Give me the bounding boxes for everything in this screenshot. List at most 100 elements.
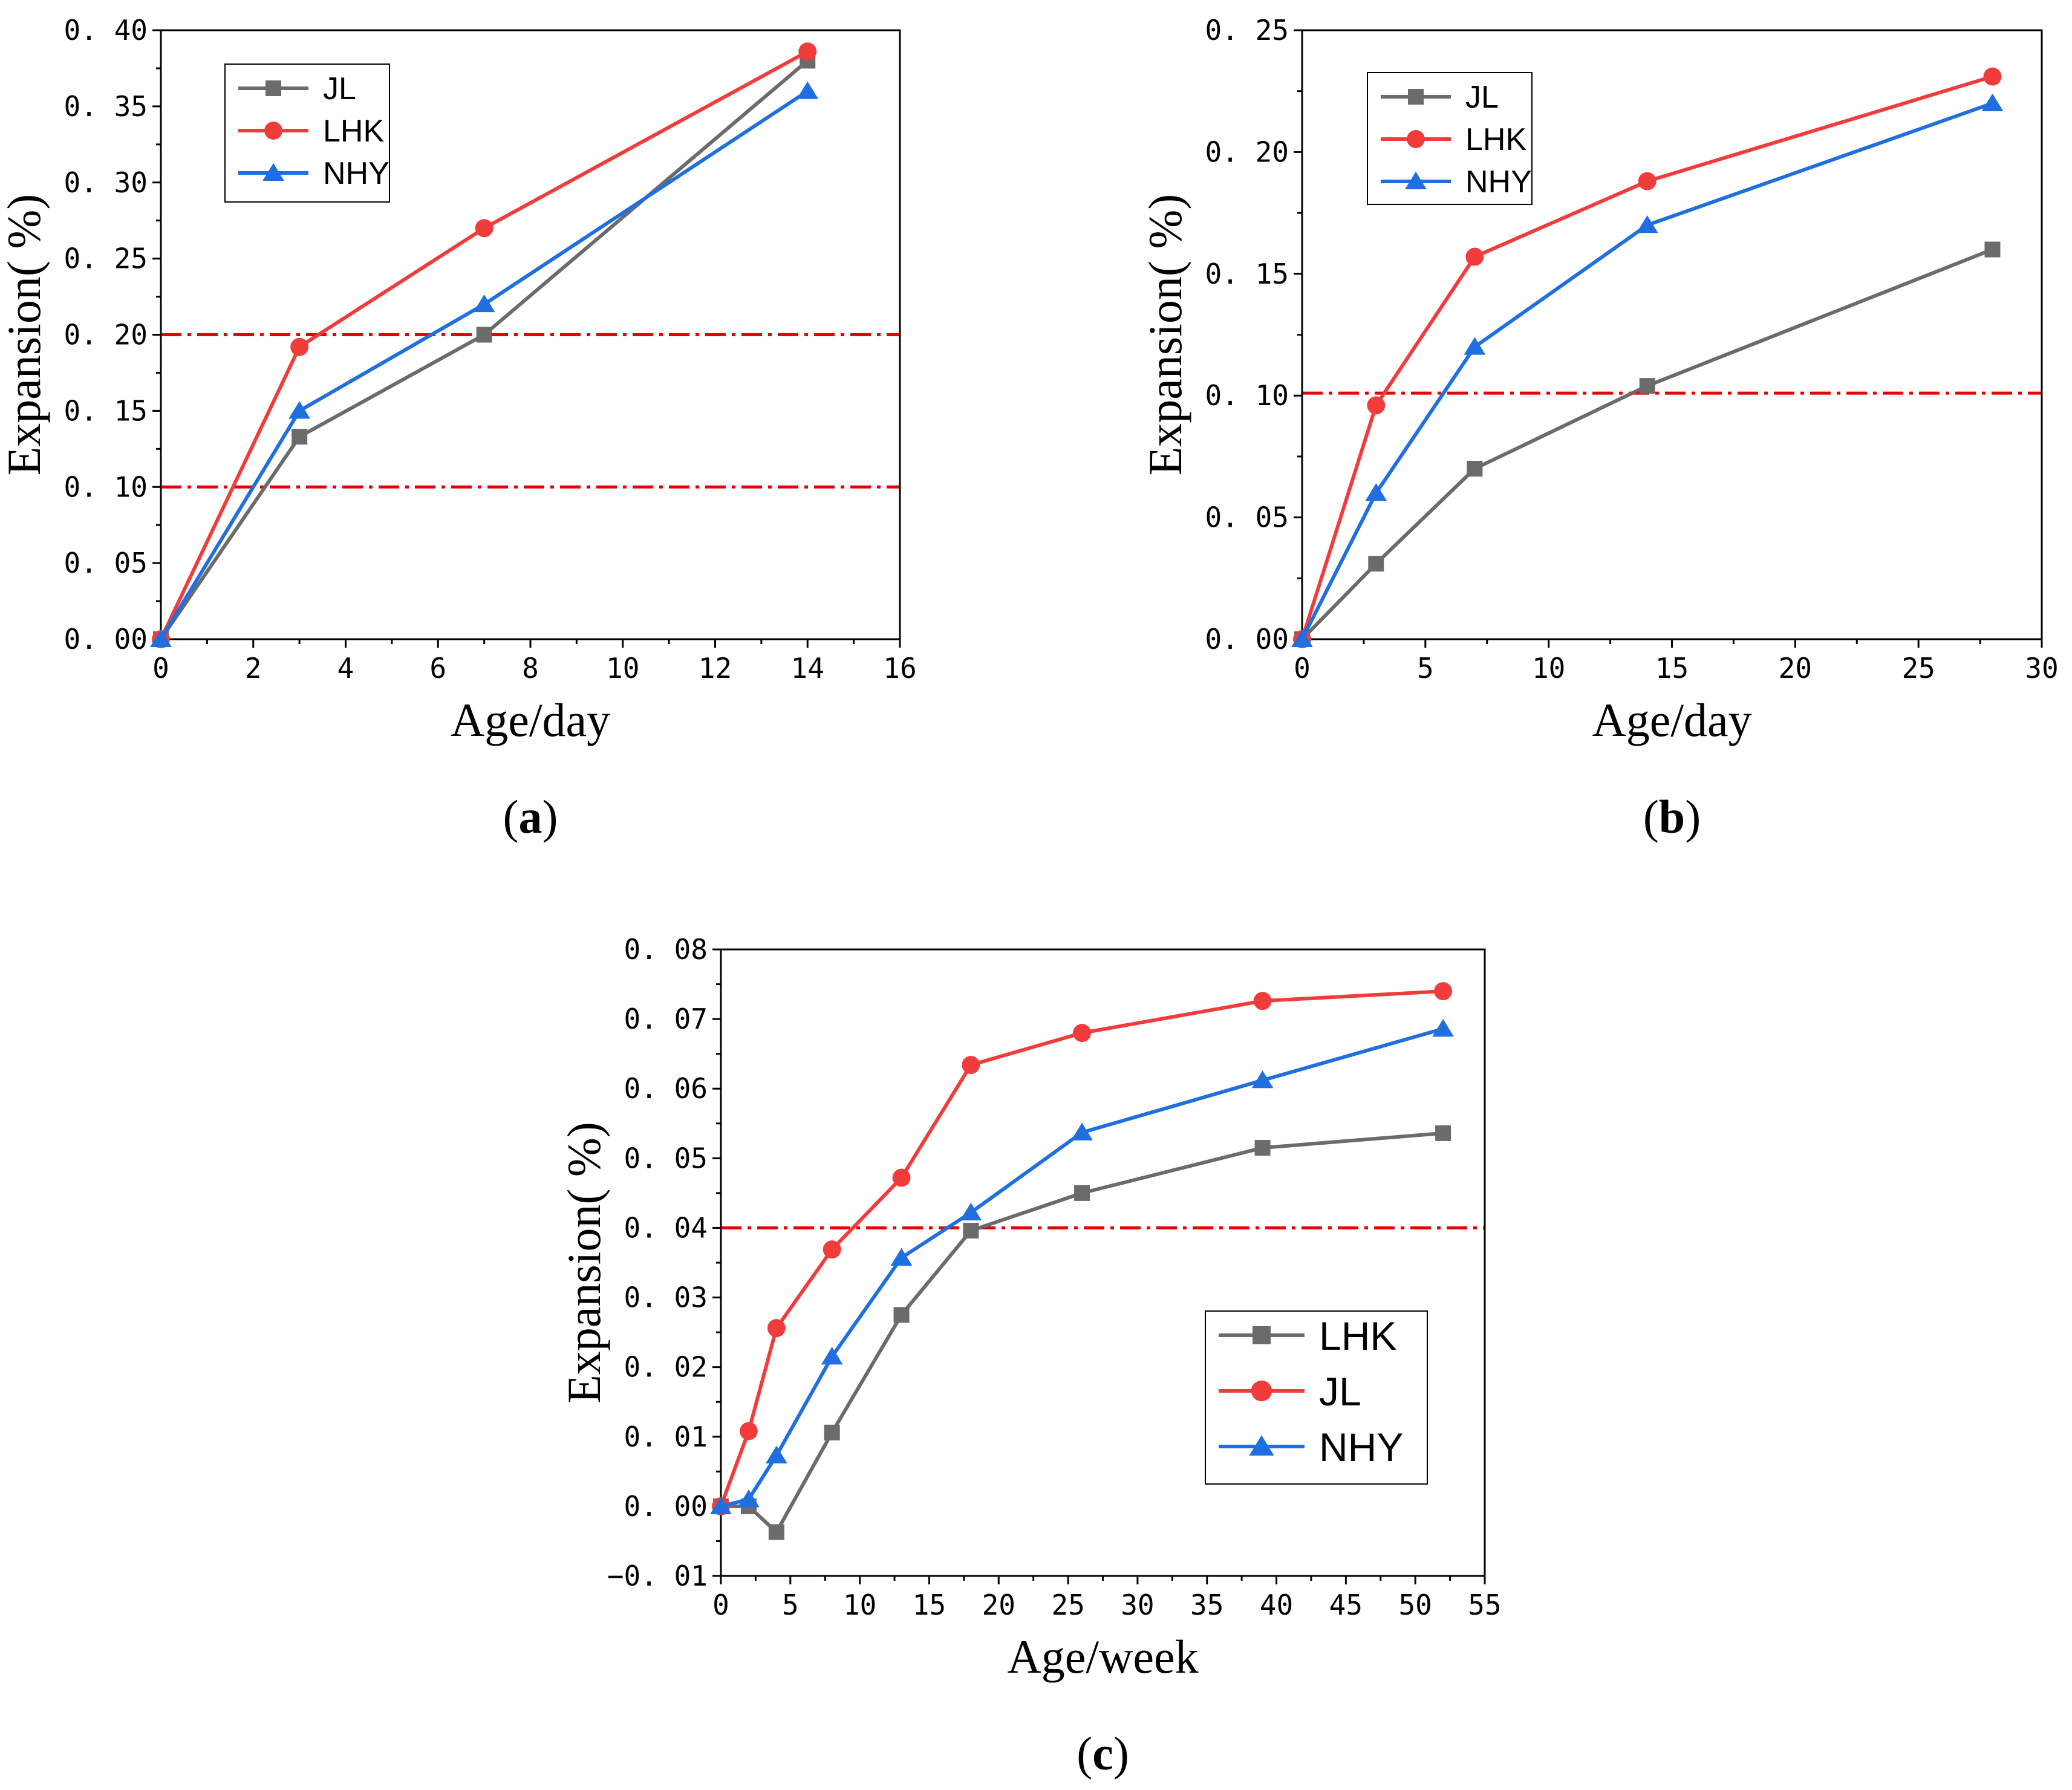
y-tick-label: 0. 06 [624, 1072, 708, 1105]
y-tick-label: 0. 35 [64, 90, 148, 123]
legend-marker [1253, 1326, 1271, 1344]
x-tick-label: 0 [1294, 652, 1311, 685]
y-tick-label: 0. 08 [624, 933, 708, 966]
data-point-lhk [1465, 247, 1484, 266]
y-tick-label: 0. 30 [64, 166, 148, 199]
data-point-nhy [710, 1496, 732, 1514]
y-tick-label: 0. 25 [1205, 14, 1289, 47]
legend-marker [1251, 1380, 1272, 1402]
data-point-nhy [1464, 337, 1486, 355]
data-point-jl [892, 1168, 911, 1187]
y-tick-label: 0. 05 [64, 547, 148, 579]
data-point-nhy [473, 294, 495, 313]
x-tick-label: 5 [782, 1589, 799, 1621]
data-point-nhy [821, 1347, 843, 1365]
data-point-lhk [824, 1424, 840, 1440]
caption-open: ( [1643, 790, 1659, 843]
chart-c: 0 5 10 15 20 25 30 35 40 45 50 55 −0. 01 0. 00 0. 01 0.… [558, 933, 1502, 1780]
data-point-lhk [893, 1307, 910, 1323]
data-point-lhk [1435, 1125, 1451, 1141]
y-tick-label: 0. 15 [64, 394, 148, 427]
y-tick-label: 0. 05 [624, 1142, 708, 1174]
data-point-nhy [288, 401, 310, 419]
y-axis-title: Expansion( %) [0, 194, 50, 476]
x-tick-label: 35 [1190, 1589, 1223, 1621]
data-point-lhk [1983, 67, 2002, 86]
data-point-lhk [963, 1223, 979, 1239]
legend-label: NHY [1465, 164, 1532, 200]
chart-b: 0 5 10 15 20 25 30 0. 00 0. 05 0. 10 0. 15 0. 20 0. … [1139, 14, 2059, 843]
data-point-nhy [150, 629, 172, 647]
y-tick-label: 0. 02 [624, 1351, 708, 1384]
data-point-nhy [1365, 483, 1387, 501]
x-tick-label: 10 [606, 652, 639, 685]
caption-letter: a [519, 790, 542, 843]
x-tick-label: 20 [1779, 652, 1812, 685]
caption-open: ( [503, 790, 519, 843]
y-axis-title: Expansion( %) [1139, 194, 1191, 476]
legend-label: LHK [323, 114, 384, 149]
panel-caption: (c) [1077, 1727, 1129, 1780]
legend-box [1205, 1310, 1428, 1485]
x-tick-label: 14 [791, 652, 824, 685]
data-point-jl [1368, 556, 1384, 572]
x-tick-label: 45 [1329, 1589, 1363, 1621]
x-tick-label: 0 [712, 1589, 729, 1621]
legend-label: NHY [323, 156, 389, 191]
caption-open: ( [1077, 1727, 1092, 1780]
y-tick-label: 0. 10 [64, 470, 148, 503]
data-point-jl [1984, 241, 2001, 258]
legend-marker [264, 122, 282, 140]
data-point-nhy [1636, 215, 1658, 233]
panel-caption: (b) [1643, 790, 1701, 843]
caption-letter: c [1092, 1727, 1113, 1780]
data-point-jl [767, 1319, 786, 1338]
data-point-lhk [1638, 172, 1657, 190]
x-tick-label: 55 [1468, 1589, 1501, 1621]
x-tick-label: 15 [913, 1589, 946, 1621]
legend-marker [1408, 89, 1424, 105]
y-tick-label: 0. 20 [1205, 135, 1289, 168]
data-point-lhk [798, 42, 817, 61]
x-axis-title: Age/day [451, 694, 610, 746]
data-point-lhk [475, 219, 494, 238]
x-tick-label: 30 [2025, 652, 2058, 685]
x-tick-label: 50 [1398, 1589, 1432, 1621]
data-point-nhy [890, 1248, 913, 1266]
data-point-jl [962, 1056, 980, 1075]
legend-label: LHK [1319, 1313, 1396, 1358]
data-point-jl [739, 1422, 758, 1440]
legend-label: JL [323, 71, 356, 106]
data-point-jl [823, 1240, 841, 1259]
data-point-jl [292, 429, 308, 445]
data-point-lhk [768, 1524, 784, 1540]
legend-label: JL [1319, 1369, 1361, 1414]
legend-marker [266, 80, 281, 96]
data-point-jl [476, 327, 492, 343]
data-point-lhk [1367, 396, 1386, 415]
data-point-nhy [1291, 629, 1313, 647]
legend: LHK JL NHY [1205, 1310, 1428, 1485]
caption-close: ) [1685, 790, 1701, 843]
data-point-nhy [1981, 93, 2004, 111]
y-tick-label: 0. 00 [1205, 623, 1289, 656]
x-tick-label: 12 [699, 652, 732, 685]
y-tick-label: 0. 25 [64, 242, 148, 275]
legend: JL LHK NHY [1367, 72, 1533, 205]
y-tick-label: 0. 03 [624, 1281, 708, 1314]
legend-marker [262, 163, 284, 181]
series-line-jl [1300, 247, 1993, 641]
data-point-jl [1253, 992, 1272, 1011]
x-tick-label: 6 [429, 652, 446, 685]
x-tick-label: 20 [982, 1589, 1015, 1621]
y-tick-label: 0. 04 [624, 1211, 708, 1244]
legend-label: LHK [1465, 122, 1526, 157]
y-tick-label: 0. 00 [64, 623, 148, 656]
x-axis-title: Age/week [1007, 1630, 1198, 1683]
x-tick-label: 8 [522, 652, 539, 685]
x-tick-label: 30 [1121, 1589, 1154, 1621]
series-line-nhy [159, 90, 809, 640]
y-tick-label: 0. 20 [64, 319, 148, 351]
y-tick-label: −0. 01 [607, 1560, 708, 1592]
